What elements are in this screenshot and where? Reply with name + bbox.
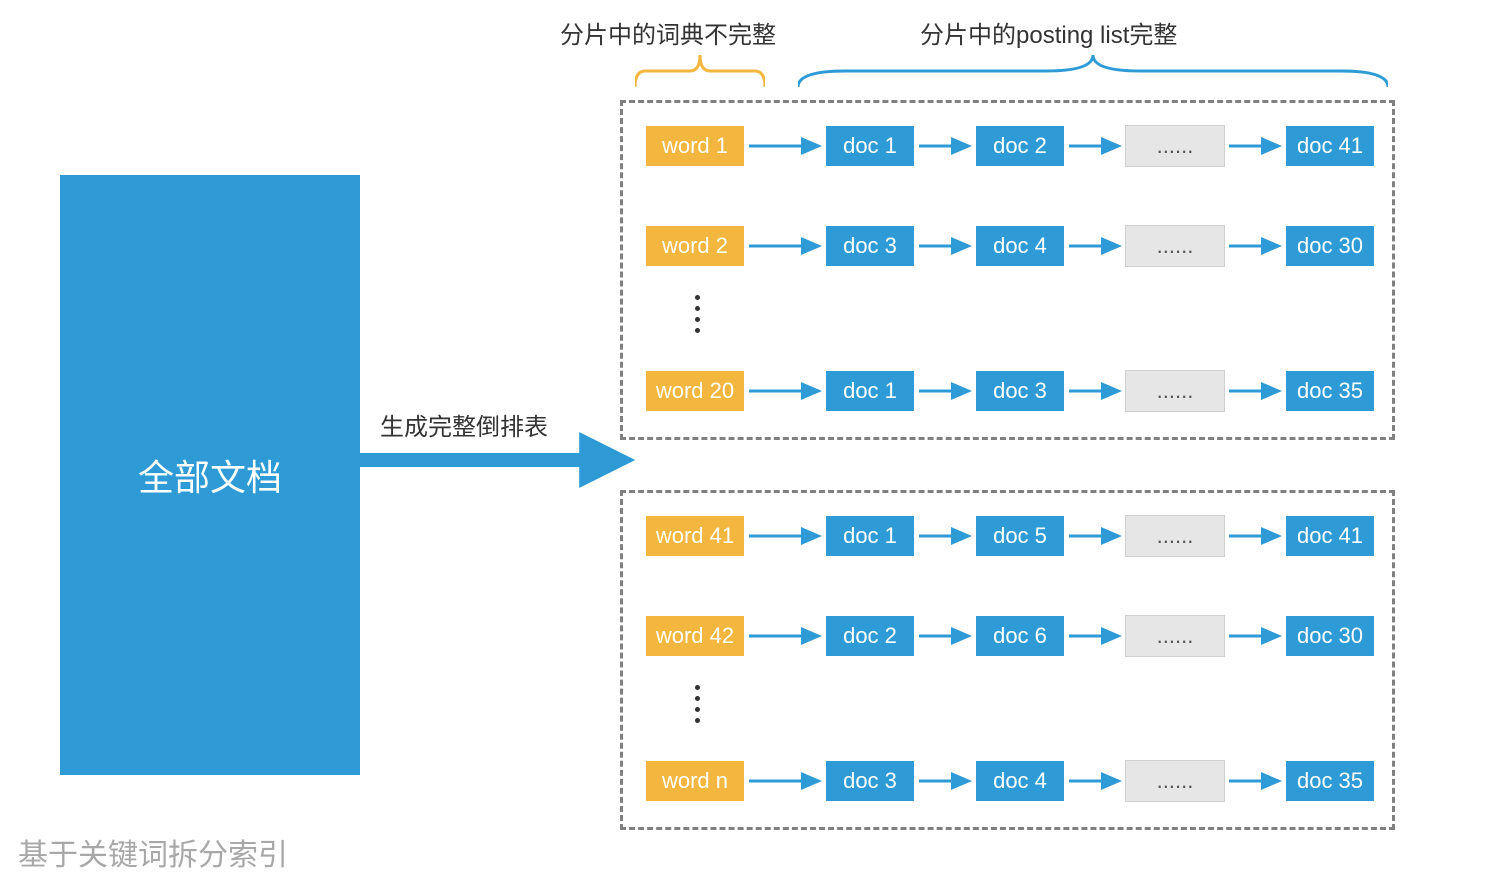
vertical-ellipsis: [695, 295, 700, 333]
word-label: word 2: [662, 233, 728, 259]
doc-label: doc 1: [843, 523, 897, 549]
word-label: word 1: [662, 133, 728, 159]
doc-box: doc 35: [1285, 760, 1375, 802]
word-label: word 41: [656, 523, 734, 549]
doc-label: doc 2: [843, 623, 897, 649]
ellipsis-label: ......: [1157, 378, 1194, 404]
doc-box: doc 1: [825, 370, 915, 412]
word-box: word 42: [645, 615, 745, 657]
doc-label: doc 6: [993, 623, 1047, 649]
word-box: word 20: [645, 370, 745, 412]
ellipsis-label: ......: [1157, 623, 1194, 649]
doc-box: doc 35: [1285, 370, 1375, 412]
doc-box: doc 4: [975, 225, 1065, 267]
doc-label: doc 3: [993, 378, 1047, 404]
ellipsis-box: ......: [1125, 615, 1225, 657]
doc-box: doc 41: [1285, 515, 1375, 557]
doc-label: doc 1: [843, 133, 897, 159]
word-label: word 42: [656, 623, 734, 649]
doc-box: doc 1: [825, 515, 915, 557]
ellipsis-box: ......: [1125, 225, 1225, 267]
doc-box: doc 30: [1285, 615, 1375, 657]
doc-label: doc 4: [993, 233, 1047, 259]
doc-box: doc 3: [975, 370, 1065, 412]
doc-label: doc 2: [993, 133, 1047, 159]
doc-label: doc 35: [1297, 378, 1363, 404]
doc-box: doc 30: [1285, 225, 1375, 267]
doc-label: doc 4: [993, 768, 1047, 794]
ellipsis-box: ......: [1125, 125, 1225, 167]
doc-box: doc 2: [975, 125, 1065, 167]
doc-box: doc 6: [975, 615, 1065, 657]
doc-label: doc 41: [1297, 133, 1363, 159]
doc-box: doc 4: [975, 760, 1065, 802]
ellipsis-box: ......: [1125, 760, 1225, 802]
doc-box: doc 41: [1285, 125, 1375, 167]
ellipsis-label: ......: [1157, 133, 1194, 159]
doc-box: doc 3: [825, 225, 915, 267]
doc-label: doc 3: [843, 768, 897, 794]
doc-label: doc 41: [1297, 523, 1363, 549]
ellipsis-box: ......: [1125, 370, 1225, 412]
doc-box: doc 3: [825, 760, 915, 802]
ellipsis-box: ......: [1125, 515, 1225, 557]
doc-label: doc 30: [1297, 233, 1363, 259]
ellipsis-label: ......: [1157, 768, 1194, 794]
word-box: word n: [645, 760, 745, 802]
doc-label: doc 35: [1297, 768, 1363, 794]
word-box: word 1: [645, 125, 745, 167]
doc-box: doc 2: [825, 615, 915, 657]
doc-label: doc 1: [843, 378, 897, 404]
word-box: word 2: [645, 225, 745, 267]
doc-box: doc 1: [825, 125, 915, 167]
doc-label: doc 30: [1297, 623, 1363, 649]
word-label: word n: [662, 768, 728, 794]
ellipsis-label: ......: [1157, 233, 1194, 259]
vertical-ellipsis: [695, 685, 700, 723]
doc-label: doc 3: [843, 233, 897, 259]
doc-label: doc 5: [993, 523, 1047, 549]
ellipsis-label: ......: [1157, 523, 1194, 549]
word-box: word 41: [645, 515, 745, 557]
doc-box: doc 5: [975, 515, 1065, 557]
word-label: word 20: [656, 378, 734, 404]
